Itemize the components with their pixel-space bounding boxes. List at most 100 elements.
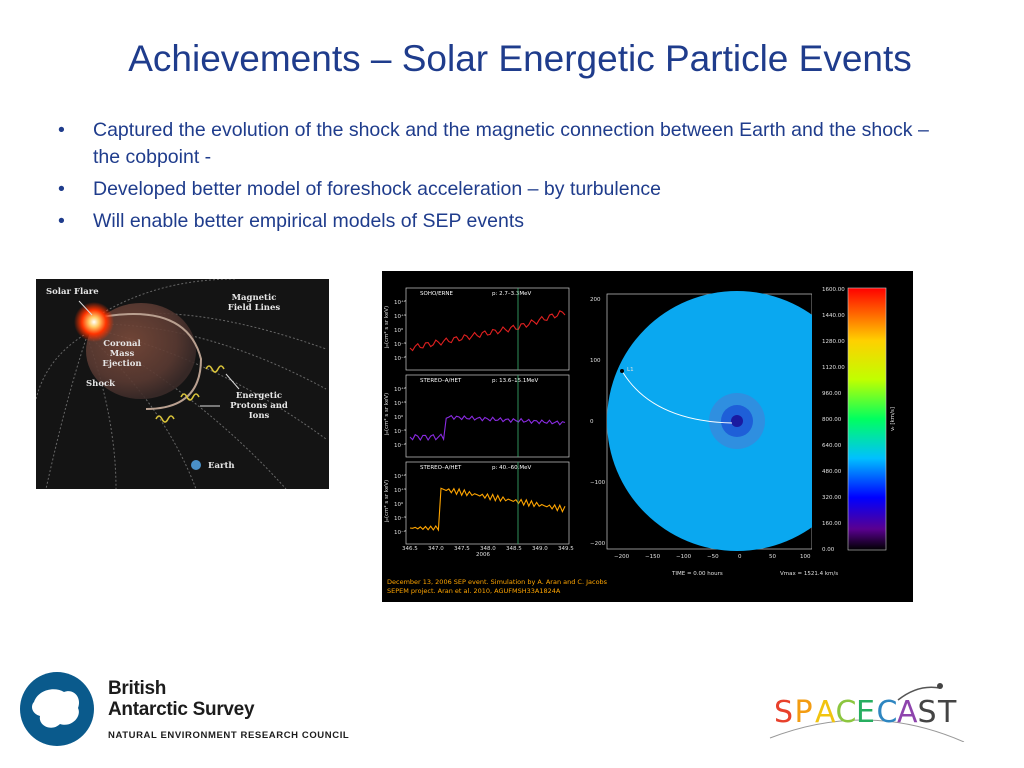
satellite-icon <box>937 683 943 689</box>
bullet-marker: • <box>58 119 65 141</box>
x-tick-label: 349.5 <box>558 546 574 552</box>
label-solar-flare: Solar Flare <box>46 287 99 297</box>
map-x-tick-label: 0 <box>738 554 742 560</box>
panel-range-label: p: 40.–60.MeV <box>492 465 531 471</box>
map-x-tick-label: −200 <box>614 554 630 560</box>
map-y-tick-label: −100 <box>590 480 606 486</box>
logo-swoosh <box>769 719 965 742</box>
bas-name: British Antarctic Survey <box>108 678 255 720</box>
series-trace <box>409 310 566 352</box>
y-tick-label: 10⁻² <box>394 529 406 536</box>
x-tick-label: 348.5 <box>506 546 522 552</box>
y-tick-label: 10⁺² <box>394 473 406 480</box>
cme-drawing <box>36 279 327 489</box>
spacecast-letter: A <box>897 695 918 730</box>
map-x-tick-label: −50 <box>707 554 719 560</box>
colorbar <box>847 287 887 551</box>
spacecast-letter: T <box>937 695 957 730</box>
y-tick-label: 10⁺² <box>394 386 406 393</box>
spacecast-letter: S <box>774 695 793 730</box>
map-x-tick-label: −100 <box>676 554 692 560</box>
colorbar-tick-label: 480.00 <box>822 469 842 475</box>
panel-frame <box>405 374 570 458</box>
map-y-tick-label: 100 <box>590 358 601 364</box>
figure-caption-line-2: SEPEM project. Aran et al. 2010, AGUFMSH… <box>387 587 561 595</box>
colorbar-tick-label: 640.00 <box>822 443 842 449</box>
bas-name-line-1: British <box>108 678 167 699</box>
bas-logo: British Antarctic Survey NATURAL ENVIRON… <box>20 672 360 752</box>
map-x-tick-label: −150 <box>645 554 661 560</box>
map-y-tick-label: −200 <box>590 541 606 547</box>
sun-core <box>731 415 743 427</box>
leader-line <box>225 373 240 390</box>
y-tick-label: 10⁺¹ <box>394 487 406 494</box>
bas-emblem-icon <box>20 672 94 746</box>
y-tick-label: 10⁰ <box>394 501 404 508</box>
y-tick-label: 10⁺¹ <box>394 313 406 320</box>
panel-instrument-label: STEREO–A/HET <box>420 378 462 384</box>
sun-icon <box>74 302 114 342</box>
sep-simulation-figure: SOHO/ERNE p: 2.7–3.3MeV 10⁺² 10⁺¹ 10⁰ 10⁻¹ 10⁻… <box>382 271 913 602</box>
x-tick-label: 349.0 <box>532 546 548 552</box>
bullet-item: • Developed better model of foreshock acc… <box>58 176 958 203</box>
colorbar-tick-label: 1440.00 <box>822 313 845 319</box>
spacecast-letter: A <box>815 695 836 730</box>
map-x-tick-label: 50 <box>769 554 776 560</box>
sep-plot-area: SOHO/ERNE p: 2.7–3.3MeV 10⁺² 10⁺¹ 10⁰ 10⁻¹ 10⁻… <box>383 271 896 577</box>
l1-marker <box>620 369 624 373</box>
y-tick-label: 10⁰ <box>394 327 404 334</box>
colorbar-tick-label: 0.00 <box>822 547 835 553</box>
cme-illustration: Solar Flare Magnetic Field Lines Coronal… <box>36 279 329 489</box>
bullet-marker: • <box>58 178 65 200</box>
bullet-item: • Captured the evolution of the shock and… <box>58 117 958 171</box>
panel-frame <box>405 287 570 371</box>
panel-instrument-label: SOHO/ERNE <box>420 291 454 297</box>
label-magnetic-field-lines: Magnetic Field Lines <box>227 293 281 313</box>
y-tick-label: 10⁺² <box>394 299 406 306</box>
colorbar-tick-label: 320.00 <box>822 495 842 501</box>
shock-front <box>90 313 203 410</box>
y-tick-label: 10⁻¹ <box>394 428 406 435</box>
spacecast-letter: C <box>877 695 898 730</box>
spacecast-letter: C <box>836 695 857 730</box>
earth-icon <box>191 460 201 470</box>
y-axis-label: jₚ(cm² s sr keV) <box>383 480 390 523</box>
colorbar-unit-label: vᵣ [km/s] <box>890 407 896 431</box>
colorbar-tick-label: 160.00 <box>822 521 842 527</box>
x-tick-label: 347.5 <box>454 546 470 552</box>
y-tick-label: 10⁻¹ <box>394 515 406 522</box>
y-tick-label: 10⁰ <box>394 414 404 421</box>
panel-range-label: p: 2.7–3.3MeV <box>492 291 531 297</box>
l1-label: L1 <box>627 367 634 373</box>
spacecast-letter: P <box>795 695 813 730</box>
bas-name-line-2: Antarctic Survey <box>108 699 255 720</box>
vmax-label: Vmax = 1521.4 km/s <box>780 571 838 577</box>
y-tick-label: 10⁺¹ <box>394 400 406 407</box>
label-coronal-mass-ejection: Coronal Mass Ejection <box>102 339 142 369</box>
label-earth: Earth <box>208 461 235 471</box>
bullet-text: Captured the evolution of the shock and … <box>93 119 929 168</box>
colorbar-tick-label: 800.00 <box>822 417 842 423</box>
magnetic-connection-line <box>621 370 733 424</box>
cme-bubble <box>86 303 196 399</box>
map-y-tick-label: 0 <box>590 419 594 425</box>
particle-squiggles <box>155 365 225 423</box>
colorbar-tick-label: 1120.00 <box>822 365 845 371</box>
bullet-text: Developed better model of foreshock acce… <box>93 178 662 200</box>
y-axis-label: jₚ(cm² s sr keV) <box>383 306 390 349</box>
bullet-list: • Captured the evolution of the shock and… <box>58 117 958 240</box>
series-trace <box>409 487 566 532</box>
map-y-tick-label: 200 <box>590 297 601 303</box>
spacecast-letter: S <box>918 695 937 730</box>
x-tick-label: 346.5 <box>402 546 418 552</box>
panel-range-label: p: 13.6–15.1MeV <box>492 378 538 384</box>
panel-instrument-label: STEREO–A/HET <box>420 465 462 471</box>
series-trace <box>409 414 566 442</box>
spacecast-letter: E <box>856 695 875 730</box>
label-shock: Shock <box>86 379 116 389</box>
bas-subtitle: NATURAL ENVIRONMENT RESEARCH COUNCIL <box>108 730 350 741</box>
slide-title: Achievements – Solar Energetic Particle … <box>128 38 912 79</box>
map-x-tick-label: 100 <box>800 554 811 560</box>
